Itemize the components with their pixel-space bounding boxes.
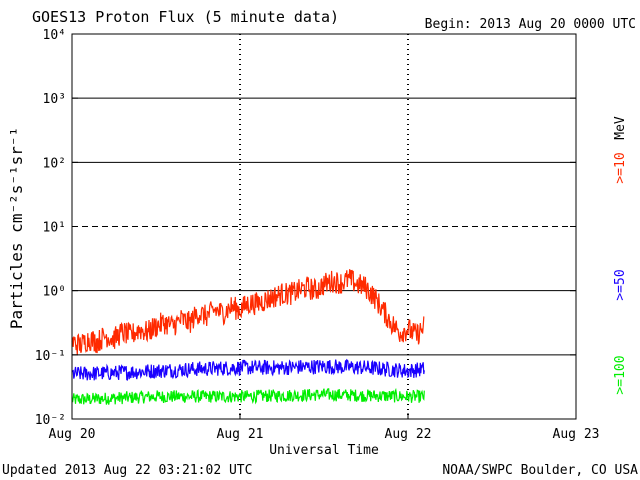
series-line	[71, 269, 425, 355]
x-tick-labels: Aug 20 Aug 21 Aug 22 Aug 23	[49, 413, 600, 442]
threshold-lines	[239, 34, 409, 419]
unit-label: MeV	[613, 116, 628, 140]
credit-label: NOAA/SWPC Boulder, CO USA	[442, 463, 638, 478]
y-axis-label: Particles cm⁻²s⁻¹sr⁻¹	[7, 127, 26, 329]
legend-entry: >=100	[613, 355, 628, 394]
series-line	[71, 358, 425, 381]
y-tick-label: 10⁴	[43, 28, 66, 43]
y-tick-label: 10²	[43, 156, 66, 171]
legend-entry: >=50	[613, 269, 628, 300]
chart-title: GOES13 Proton Flux (5 minute data)	[32, 8, 339, 26]
legend: >=10 >=50 >=100	[613, 152, 628, 394]
series-line	[71, 387, 425, 405]
y-tick-labels: 10⁻² 10⁻¹ 10⁰ 10¹ 10² 10³ 10⁴	[35, 28, 576, 428]
y-tick-label: 10⁻¹	[35, 349, 66, 364]
x-tick-label: Aug 22	[385, 427, 432, 442]
gridlines	[72, 97, 576, 356]
series-lines	[71, 269, 425, 405]
updated-label: Updated 2013 Aug 22 03:21:02 UTC	[2, 463, 252, 478]
x-axis-label: Universal Time	[269, 443, 379, 458]
x-tick-label: Aug 21	[217, 427, 264, 442]
y-tick-label: 10⁻²	[35, 413, 66, 428]
x-tick-label: Aug 20	[49, 427, 96, 442]
y-tick-label: 10³	[43, 92, 66, 107]
begin-label: Begin: 2013 Aug 20 0000 UTC	[425, 17, 636, 32]
y-tick-label: 10⁰	[43, 285, 66, 300]
x-tick-label: Aug 23	[553, 427, 600, 442]
legend-entry: >=10	[613, 152, 628, 183]
y-tick-label: 10¹	[43, 221, 66, 236]
